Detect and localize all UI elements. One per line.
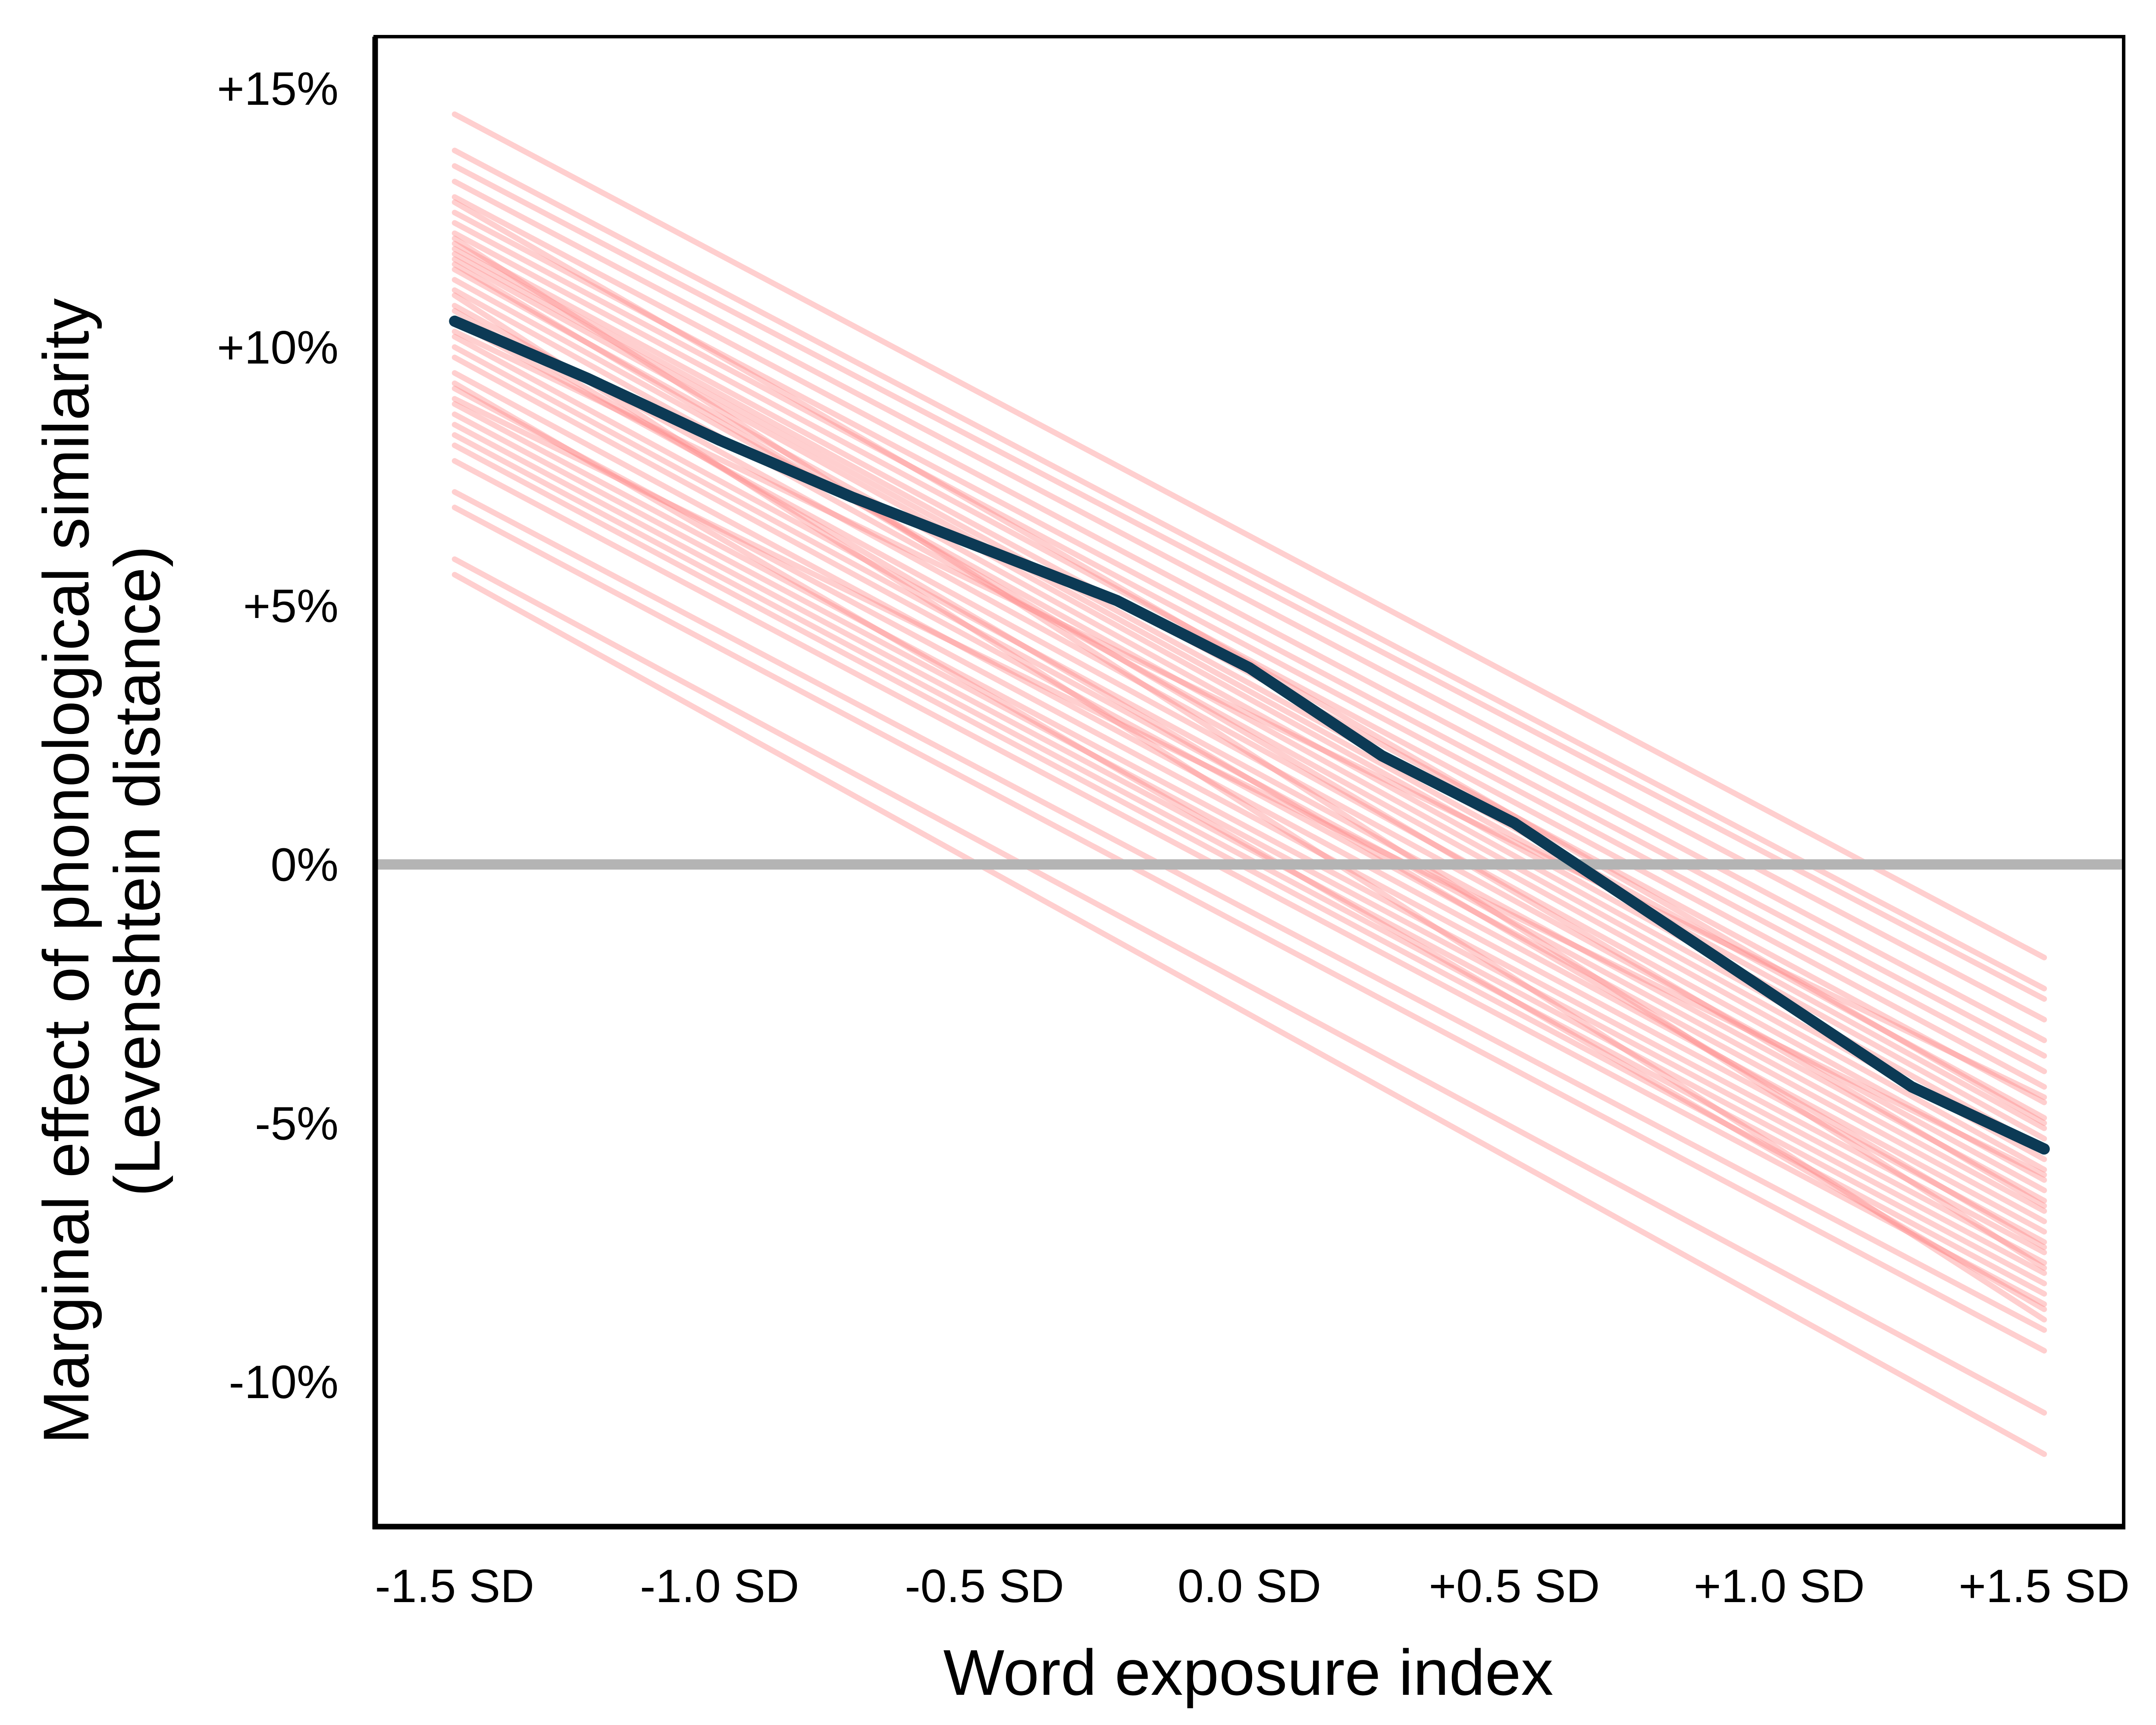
y-tick-label: +10% [217,321,338,374]
draw-line-29 [451,489,2047,1333]
draw-line-25 [451,422,2047,1276]
draw-line-40 [451,329,2047,1100]
draw-line-4 [451,179,2047,1022]
mean-effect-line [449,315,2050,1155]
y-tick-label: -5% [255,1097,338,1150]
y-axis-title-line-1: Marginal effect of phonological similari… [30,298,102,1444]
x-tick-label: +1.5 SD [1959,1560,2130,1612]
draw-line-10 [451,246,2047,1121]
draw-line-22 [451,386,2047,1245]
draw-line-2 [451,147,2047,991]
x-tick-label: -1.5 SD [375,1560,535,1612]
x-tick-label: +1.0 SD [1694,1560,1865,1612]
draw-line-11 [451,251,2047,1131]
draw-line-19 [451,344,2047,1214]
draw-line-12 [451,256,2047,1142]
draw-line-1 [451,111,2047,960]
draw-line-16 [451,303,2047,1183]
draw-line-14 [451,277,2047,1162]
x-tick-labels: -1.5 SD -1.0 SD -0.5 SD 0.0 SD +0.5 SD +1.0 S… [375,1560,2130,1612]
draw-line-23 [451,401,2047,1255]
draw-line-35 [451,380,2047,1312]
x-tick-label: +0.5 SD [1429,1560,1600,1612]
draw-line-3 [451,163,2047,1002]
draw-line-7 [451,220,2047,1074]
x-tick-label: 0.0 SD [1178,1560,1321,1612]
draw-line-18 [451,334,2047,1204]
draw-line-28 [451,458,2047,1307]
draw-line-31 [451,556,2047,1416]
draw-line-6 [451,210,2047,1059]
y-tick-label: +15% [217,63,338,115]
posterior-draws [451,111,2047,1457]
draw-line-30 [451,505,2047,1354]
draw-line-20 [451,354,2047,1224]
draw-line-34 [451,308,2047,1250]
draw-line-21 [451,370,2047,1235]
draw-line-32 [451,572,2047,1457]
x-tick-label: -1.0 SD [640,1560,799,1612]
y-tick-label: -10% [229,1356,338,1408]
x-tick-label: -0.5 SD [905,1560,1064,1612]
draw-line-17 [451,318,2047,1193]
y-tick-labels: +15% +10% +5% 0% -5% -10% [217,63,338,1408]
draw-line-37 [451,292,2047,1323]
draw-line-36 [451,235,2047,1271]
x-axis-title: Word exposure index [943,1636,1554,1709]
y-axis-title-line-2: (Levenshtein distance) [101,546,173,1196]
draw-line-27 [451,442,2047,1297]
draw-line-8 [451,230,2047,1090]
y-tick-label: 0% [270,838,338,891]
draw-line-33 [451,261,2047,1209]
y-tick-label: +5% [243,580,338,633]
draw-line-24 [451,411,2047,1266]
draw-line-5 [451,194,2047,1043]
draw-line-38 [451,396,2047,1178]
